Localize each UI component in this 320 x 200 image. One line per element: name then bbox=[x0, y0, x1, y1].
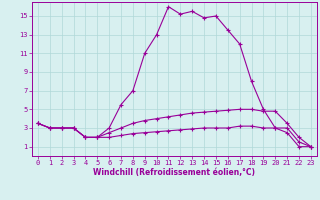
X-axis label: Windchill (Refroidissement éolien,°C): Windchill (Refroidissement éolien,°C) bbox=[93, 168, 255, 177]
